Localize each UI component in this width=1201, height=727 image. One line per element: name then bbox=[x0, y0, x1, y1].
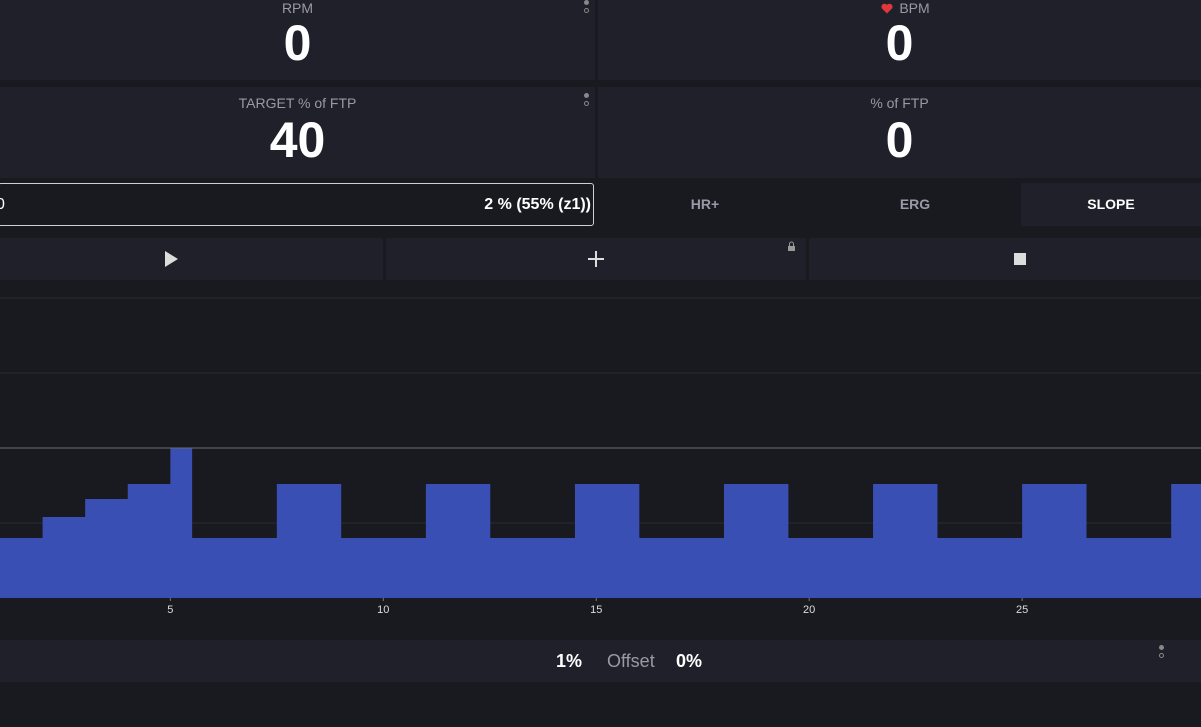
bar bbox=[489, 538, 576, 598]
add-icon bbox=[588, 241, 795, 267]
bar bbox=[85, 499, 129, 598]
bar bbox=[191, 538, 278, 598]
menu-dots[interactable] bbox=[1159, 645, 1165, 661]
ftp-panel: % of FTP 0 bbox=[598, 87, 1201, 178]
bar bbox=[638, 538, 725, 598]
stop-button[interactable] bbox=[809, 238, 1201, 280]
bar bbox=[42, 517, 86, 598]
x-tick-label: 10 bbox=[377, 604, 389, 616]
play-button[interactable] bbox=[0, 238, 383, 280]
metric-label: TARGET % of FTP bbox=[238, 95, 357, 111]
metric-value: 0 bbox=[885, 15, 914, 71]
offset-value[interactable]: 1% bbox=[556, 651, 583, 671]
offset-percent: 0% bbox=[676, 651, 703, 671]
metric-label: RPM bbox=[281, 0, 314, 16]
target-panel: TARGET % of FTP 40 bbox=[0, 87, 595, 178]
bar bbox=[1022, 484, 1087, 598]
bar bbox=[340, 538, 427, 598]
x-tick-label: 5 bbox=[167, 604, 173, 616]
bar bbox=[724, 484, 789, 598]
metric-value: 0 bbox=[283, 15, 312, 71]
tab-active[interactable]: SLOPE bbox=[1021, 183, 1201, 226]
tab[interactable]: HR+ bbox=[690, 196, 720, 212]
bpm-panel: BPM 0 bbox=[598, 0, 1201, 80]
play-icon bbox=[165, 251, 178, 267]
bar bbox=[127, 484, 171, 598]
offset-label: Offset bbox=[607, 651, 655, 671]
bar bbox=[873, 484, 938, 598]
bar bbox=[574, 484, 640, 598]
input-left: 0 bbox=[0, 196, 5, 213]
metric-label: % of FTP bbox=[870, 95, 929, 111]
bar bbox=[1086, 538, 1172, 598]
bar bbox=[170, 448, 193, 598]
workout-chart: 5 10 15 20 25 bbox=[0, 297, 1201, 616]
rpm-panel: RPM 0 bbox=[0, 0, 595, 80]
metric-value: 0 bbox=[885, 112, 914, 168]
bar bbox=[936, 538, 1023, 598]
metric-label: BPM bbox=[598, 0, 1201, 16]
x-tick-label: 25 bbox=[1016, 604, 1028, 616]
menu-dots[interactable] bbox=[584, 93, 590, 109]
bar bbox=[1171, 484, 1201, 598]
menu-dots[interactable] bbox=[584, 0, 590, 16]
x-tick-label: 20 bbox=[803, 604, 815, 616]
add-button[interactable] bbox=[386, 238, 806, 280]
x-tick-label: 15 bbox=[590, 604, 602, 616]
bar bbox=[0, 538, 44, 598]
offset-bar: 1% Offset 0% bbox=[0, 640, 1201, 682]
bar bbox=[425, 484, 491, 598]
stop-icon bbox=[1014, 253, 1026, 265]
bar bbox=[787, 538, 874, 598]
input-right: 2 % (55% (z1)) bbox=[484, 196, 591, 213]
metric-label-text: BPM bbox=[899, 0, 930, 16]
metric-value: 40 bbox=[269, 112, 326, 168]
bar bbox=[276, 484, 342, 598]
tab[interactable]: ERG bbox=[899, 196, 931, 212]
slope-input[interactable]: 0 2 % (55% (z1)) bbox=[0, 183, 594, 226]
heart-icon bbox=[881, 3, 893, 14]
